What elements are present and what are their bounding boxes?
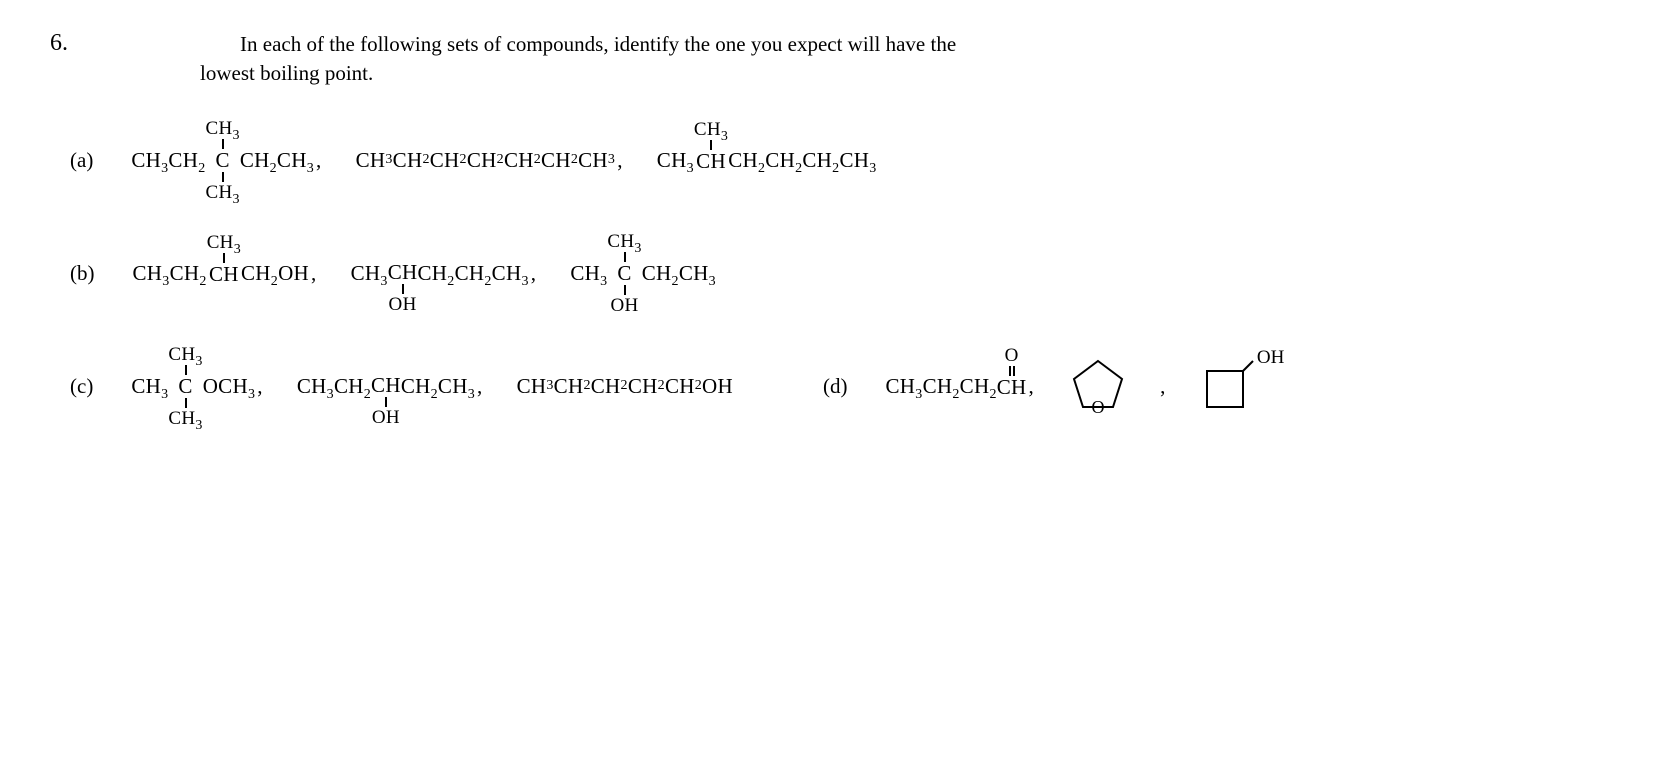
question-text: In each of the following sets of compoun…: [240, 30, 956, 89]
branch-mid: CH: [371, 375, 401, 396]
branch-bot: CH3: [206, 183, 240, 202]
branch-mid: C: [617, 263, 631, 284]
formula-suffix: CH2CH3: [642, 261, 716, 286]
formula-prefix: CH3: [570, 261, 607, 286]
formula-prefix: CH3: [657, 148, 694, 173]
branch-stack: CH3 CH: [694, 120, 728, 201]
part-b-compound-1: CH3CH2 CH3 CH CH2OH,: [133, 233, 321, 314]
part-b-compound-3: CH3 CH3 C OH CH2CH3: [570, 232, 716, 315]
part-c-label: (c): [70, 374, 93, 399]
oh-label: OH: [1257, 347, 1284, 369]
part-c-compound-1: CH3 CH3 C CH3 OCH3,: [131, 345, 267, 428]
formula-prefix: CH3CH2CH2: [885, 374, 996, 399]
branch-top: CH3: [607, 232, 641, 251]
cyclobutanol-icon: OH: [1199, 359, 1254, 414]
part-b-compound-2: CH3 CH OH CH2CH2CH3,: [351, 233, 541, 314]
formula-suffix: CH2CH2CH2CH3: [728, 148, 876, 173]
part-d-label: (d): [823, 374, 848, 399]
question-header: 6. In each of the following sets of comp…: [50, 30, 1626, 89]
formula-prefix: CH3: [131, 374, 168, 399]
formula-prefix: CH3CH2: [133, 261, 207, 286]
branch-stack: CH3 C CH3: [206, 119, 240, 202]
formula-suffix: CH2CH3,: [401, 374, 487, 399]
branch-stack: CH3 C OH: [607, 232, 641, 315]
part-c-compound-3: CH3CH2CH2CH2CH2OH: [517, 374, 733, 399]
part-a-compound-3: CH3 CH3 CH CH2CH2CH2CH3: [657, 120, 877, 201]
branch-bot: CH3: [168, 409, 202, 428]
branch-mid: CH: [997, 377, 1027, 398]
comma: ,: [1160, 374, 1165, 399]
branch-stack: CH OH: [371, 346, 401, 427]
part-a-label: (a): [70, 148, 93, 173]
branch-stack: CH3 C CH3: [168, 345, 202, 428]
branch-mid: C: [216, 150, 230, 171]
bond-bar: [624, 285, 626, 295]
branch-mid: CH: [388, 262, 418, 283]
part-b-label: (b): [70, 261, 95, 286]
part-a-compound-1: CH3CH2 CH3 C CH3 CH2CH3,: [131, 119, 325, 202]
formula-suffix: CH2CH3,: [240, 148, 326, 173]
formula-suffix: OCH3,: [203, 374, 267, 399]
part-b-row: (b) CH3CH2 CH3 CH CH2OH, CH3 CH OH CH2CH…: [70, 232, 1626, 315]
formula-prefix: CH3: [351, 261, 388, 286]
question-text-line1: In each of the following sets of compoun…: [240, 32, 956, 56]
part-c-compound-2: CH3CH2 CH OH CH2CH3,: [297, 346, 487, 427]
svg-text:O: O: [1092, 397, 1105, 413]
bond-bar: [222, 172, 224, 182]
branch-bot: OH: [372, 408, 400, 427]
thf-ring-icon: O: [1068, 353, 1128, 419]
formula-suffix: CH2CH2CH3,: [417, 261, 540, 286]
question-number: 6.: [50, 30, 80, 57]
part-a-row: (a) CH3CH2 CH3 C CH3 CH2CH3, CH3CH2CH2CH…: [70, 119, 1626, 202]
branch-mid: C: [178, 376, 192, 397]
part-c-d-row: (c) CH3 CH3 C CH3 OCH3, CH3CH2 CH OH CH2…: [70, 345, 1626, 428]
branch-stack: CH OH: [388, 233, 418, 314]
branch-top: CH3: [207, 233, 241, 252]
bond-bar: [385, 397, 387, 407]
formula-suffix: CH2OH,: [241, 261, 321, 286]
question-text-line2: lowest boiling point.: [200, 59, 373, 88]
part-a-compound-2: CH3CH2CH2CH2CH2CH2CH3,: [356, 148, 627, 173]
branch-top: O: [1005, 346, 1019, 365]
branch-top: CH3: [206, 119, 240, 138]
bond-bar: [402, 284, 404, 294]
formula-prefix: CH3CH2: [131, 148, 205, 173]
formula-prefix: CH3CH2: [297, 374, 371, 399]
branch-bot: OH: [389, 295, 417, 314]
branch-bot: OH: [611, 296, 639, 315]
comma: ,: [1029, 374, 1035, 399]
branch-top: CH3: [168, 345, 202, 364]
double-bond-stack: O CH: [997, 346, 1027, 427]
part-d-compound-1: CH3CH2CH2 O CH ,: [885, 346, 1038, 427]
branch-mid: CH: [209, 264, 239, 285]
branch-mid: CH: [696, 151, 726, 172]
bond-bar: [185, 398, 187, 408]
branch-stack: CH3 CH: [207, 233, 241, 314]
branch-top: CH3: [694, 120, 728, 139]
